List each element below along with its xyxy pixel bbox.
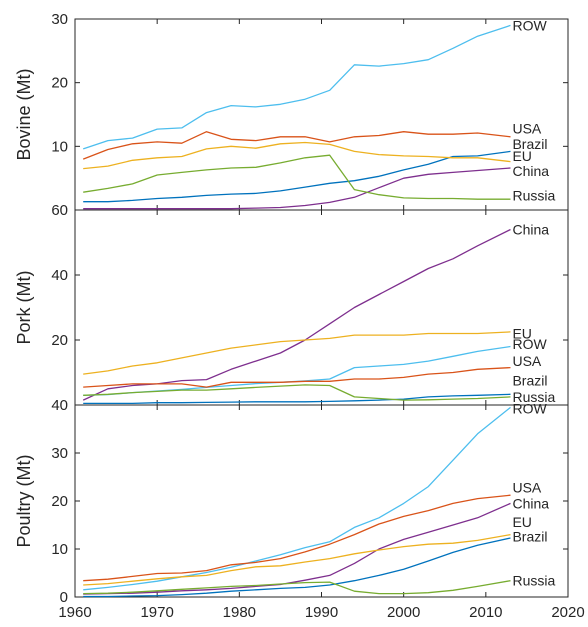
- panel-2: 0 10 20 30 40 1960 1970 1980 1990 2000 2010 2020 Pou…: [14, 397, 585, 621]
- x-tick-label: 1980: [223, 604, 256, 621]
- series-line-brazil: [83, 150, 511, 203]
- plot-frame: [74, 209, 569, 406]
- series-label-eu: EU: [512, 326, 531, 342]
- series-line-row: [83, 345, 511, 396]
- series-line-row: [82, 24, 511, 150]
- y-tick-label: 60: [51, 202, 68, 219]
- series-line-china: [82, 228, 511, 401]
- x-tick-label: 2000: [387, 604, 420, 621]
- series-line-eu: [83, 331, 511, 375]
- series-label-china: China: [512, 495, 549, 511]
- series-line-eu: [83, 141, 511, 170]
- series-line-usa: [83, 494, 511, 582]
- series-label-brazil: Brazil: [512, 373, 547, 389]
- y-axis-title: Poultry (Mt): [14, 454, 34, 547]
- series-label-brazil: Brazil: [512, 529, 547, 545]
- y-tick-label: 40: [51, 397, 68, 414]
- y-tick-label: 20: [51, 332, 68, 349]
- series-label-russia: Russia: [512, 187, 555, 203]
- series-label-eu: EU: [512, 514, 531, 530]
- y-tick-label: 20: [51, 493, 68, 510]
- series-line-row: [83, 406, 511, 591]
- series-label-row: ROW: [512, 400, 547, 416]
- x-tick-label: 1960: [58, 604, 91, 621]
- series-label-russia: Russia: [512, 573, 555, 589]
- series-label-usa: USA: [512, 353, 541, 369]
- x-tick-label: 1990: [305, 604, 338, 621]
- y-axis-title: Pork (Mt): [14, 271, 34, 345]
- series-line-brazil: [83, 537, 511, 598]
- series-line-russia: [83, 384, 511, 401]
- series-line-usa: [82, 131, 511, 160]
- plot-frame: [74, 18, 569, 211]
- series-line-brazil: [83, 393, 511, 405]
- y-axis-title: Bovine (Mt): [14, 68, 34, 160]
- series-label-row: ROW: [512, 336, 547, 352]
- series-label-brazil: Brazil: [512, 136, 547, 152]
- series-label-usa: USA: [512, 480, 541, 496]
- series-line-russia: [83, 580, 511, 595]
- series-line-usa: [83, 366, 511, 388]
- y-tick-label: 40: [51, 267, 68, 284]
- x-tick-label: 1970: [140, 604, 173, 621]
- series-line-china: [83, 502, 511, 595]
- x-tick-label: 2020: [551, 604, 584, 621]
- series-label-usa: USA: [512, 121, 541, 137]
- series-label-eu: EU: [512, 148, 531, 164]
- series-label-china: China: [512, 222, 549, 238]
- y-tick-label: 0: [60, 589, 68, 606]
- series-label-row: ROW: [512, 17, 547, 33]
- series-label-china: China: [512, 163, 549, 179]
- series-line-china: [83, 167, 511, 210]
- series-line-russia: [83, 154, 511, 200]
- series-label-russia: Russia: [512, 389, 555, 405]
- x-tick-label: 2010: [469, 604, 502, 621]
- y-tick-label: 30: [51, 445, 68, 462]
- y-tick-label: 10: [51, 541, 68, 558]
- y-tick-label: 10: [51, 138, 68, 155]
- y-tick-label: 30: [51, 11, 68, 28]
- plot-frame: [74, 404, 569, 598]
- series-line-eu: [83, 533, 511, 586]
- y-tick-label: 20: [51, 75, 68, 92]
